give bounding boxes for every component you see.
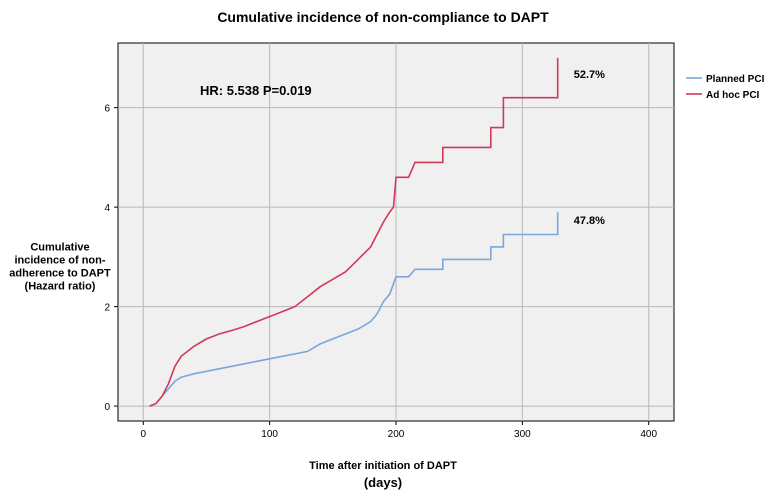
legend: Planned PCI Ad hoc PCI xyxy=(686,74,765,101)
chart-title: Cumulative incidence of non-compliance t… xyxy=(217,9,549,25)
y-axis-label-line: adherence to DAPT xyxy=(9,268,111,280)
y-tick-label: 0 xyxy=(104,402,110,413)
y-axis-label-line: incidence of non- xyxy=(14,255,105,267)
x-tick-label: 300 xyxy=(514,429,531,440)
series-lines xyxy=(149,57,559,407)
end-label-ad-hoc-pci: 52.7% xyxy=(574,69,605,81)
series-line-ad-hoc-pci xyxy=(149,57,559,407)
series-end-labels: 47.8% 52.7% xyxy=(574,69,605,227)
y-axis-label-line: (Hazard ratio) xyxy=(25,281,96,293)
grid-lines xyxy=(118,43,674,421)
x-axis-ticks: 0 100 200 300 400 xyxy=(140,421,658,440)
legend-label: Ad hoc PCI xyxy=(706,90,760,101)
y-axis-ticks: 0 2 4 6 xyxy=(104,104,118,413)
x-tick-label: 200 xyxy=(388,429,405,440)
x-axis-label: Time after initiation of DAPT xyxy=(309,460,457,472)
y-tick-label: 2 xyxy=(104,303,110,314)
y-tick-label: 6 xyxy=(104,104,110,115)
x-tick-label: 0 xyxy=(140,429,146,440)
x-axis-label-units: (days) xyxy=(364,475,402,490)
y-axis-label-line: Cumulative xyxy=(30,242,89,254)
x-tick-label: 100 xyxy=(261,429,278,440)
end-label-planned-pci: 47.8% xyxy=(574,215,605,227)
legend-label: Planned PCI xyxy=(706,74,765,85)
series-line-planned-pci xyxy=(149,212,559,407)
y-tick-label: 4 xyxy=(104,203,110,214)
x-tick-label: 400 xyxy=(640,429,657,440)
hazard-ratio-annotation: HR: 5.538 P=0.019 xyxy=(200,83,312,98)
